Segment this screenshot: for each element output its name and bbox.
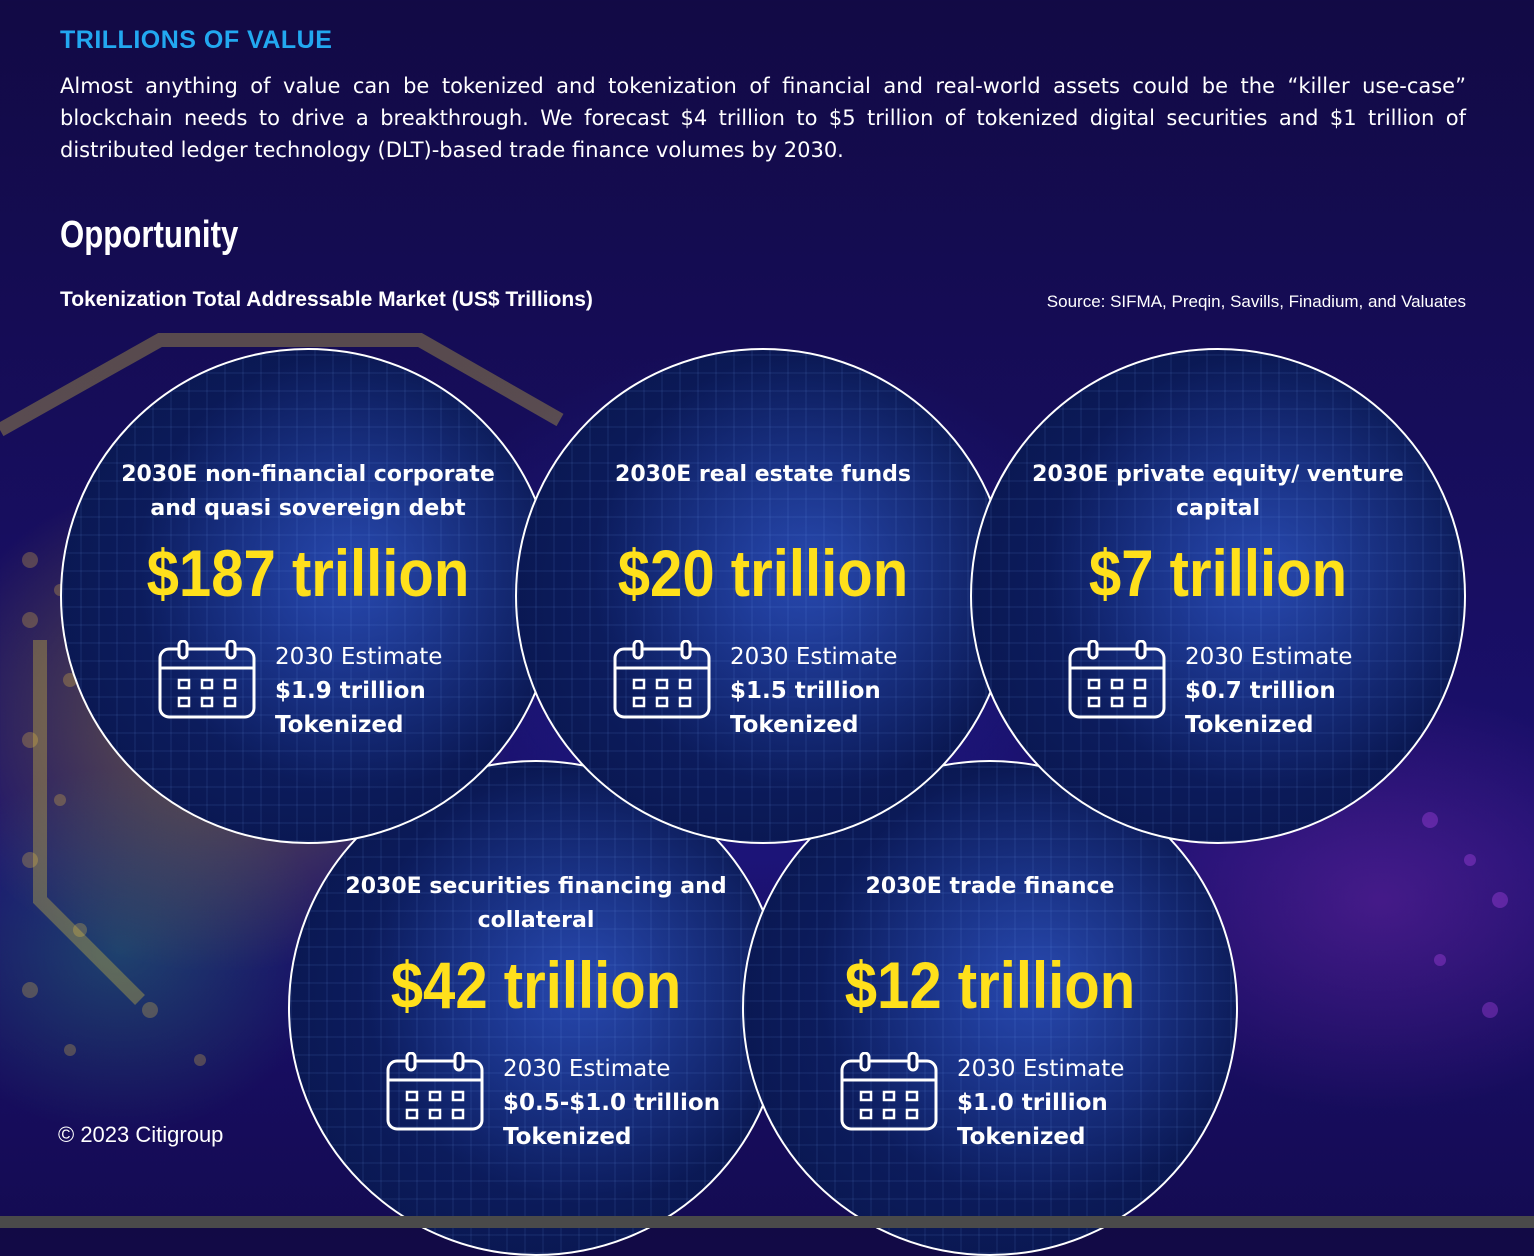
tokenized-amount: $1.5 trillion (730, 678, 881, 704)
market-circle-securities-financing: 2030E securities financing and collatera… (288, 760, 784, 1256)
estimate-block: 2030 Estimate $1.9 trillion Tokenized (157, 640, 442, 742)
circle-texture (972, 350, 1464, 842)
circle-texture (517, 350, 1009, 842)
source-note: Source: SIFMA, Preqin, Savills, Finadium… (1046, 292, 1466, 311)
tokenized-amount: $0.7 trillion (1185, 678, 1336, 704)
tokenized-label: Tokenized (730, 712, 859, 738)
tokenized-label: Tokenized (1185, 712, 1314, 738)
estimate-label: 2030 Estimate (275, 644, 443, 670)
estimate-block: 2030 Estimate $0.5-$1.0 trillion Tokeniz… (385, 1052, 720, 1154)
circle-texture (744, 762, 1236, 1254)
market-value: $20 trillion (617, 536, 909, 610)
tokenized-label: Tokenized (957, 1124, 1086, 1150)
background-decoration (0, 333, 1508, 1066)
estimate-block: 2030 Estimate $1.5 trillion Tokenized (612, 640, 897, 742)
tokenized-label: Tokenized (503, 1124, 632, 1150)
market-value: $42 trillion (390, 948, 682, 1022)
market-circle-trade-finance: 2030E trade finance $12 trillion 2030 Es… (742, 760, 1238, 1256)
section-title: Opportunity (60, 214, 239, 256)
market-value: $12 trillion (844, 948, 1136, 1022)
estimate-block: 2030 Estimate $1.0 trillion Tokenized (839, 1052, 1124, 1154)
section-header-label: TRILLIONS OF VALUE (60, 26, 333, 54)
estimate-label: 2030 Estimate (730, 644, 898, 670)
circle-texture (290, 762, 782, 1254)
copyright-notice: © 2023 Citigroup (58, 1122, 224, 1147)
tokenized-amount: $0.5-$1.0 trillion (503, 1090, 721, 1116)
tokenized-amount: $1.9 trillion (275, 678, 426, 704)
calendar-icon (386, 1052, 484, 1131)
calendar-icon (158, 640, 256, 719)
chart-title: Tokenization Total Addressable Market (U… (60, 288, 593, 311)
estimate-label: 2030 Estimate (1185, 644, 1353, 670)
market-category: 2030E non-financial corporate and quasi … (121, 462, 495, 521)
market-circle-real-estate: 2030E real estate funds $20 trillion 203… (515, 348, 1011, 844)
tokenized-amount: $1.0 trillion (957, 1090, 1108, 1116)
market-value: $187 trillion (146, 536, 470, 610)
market-category: 2030E securities financing and collatera… (345, 874, 727, 933)
calendar-icon (1068, 640, 1166, 719)
market-circle-corporate-debt: 2030E non-financial corporate and quasi … (60, 348, 556, 844)
market-category: 2030E trade finance (865, 874, 1115, 899)
intro-paragraph: Almost anything of value can be tokenize… (60, 74, 1466, 162)
market-category: 2030E private equity/ venture capital (1032, 462, 1404, 521)
calendar-icon (613, 640, 711, 719)
estimate-label: 2030 Estimate (503, 1056, 671, 1082)
calendar-icon (840, 1052, 938, 1131)
market-value: $7 trillion (1088, 536, 1348, 610)
estimate-label: 2030 Estimate (957, 1056, 1125, 1082)
market-category: 2030E real estate funds (615, 462, 911, 487)
estimate-block: 2030 Estimate $0.7 trillion Tokenized (1067, 640, 1352, 742)
circle-texture (62, 350, 554, 842)
tokenized-label: Tokenized (275, 712, 404, 738)
market-circle-private-equity: 2030E private equity/ venture capital $7… (970, 348, 1466, 844)
bottom-bar (0, 1216, 1534, 1228)
